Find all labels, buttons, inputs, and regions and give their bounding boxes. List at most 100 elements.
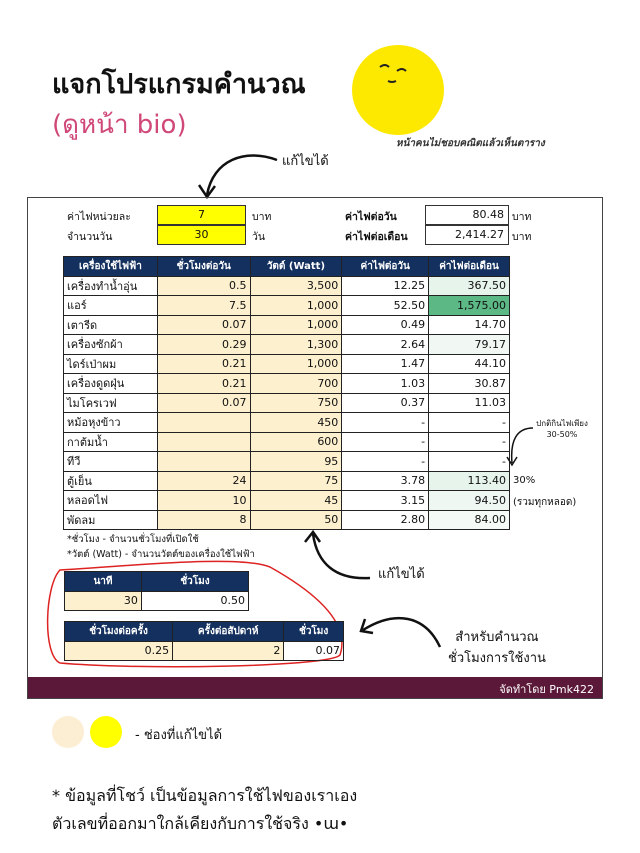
hours-per-day[interactable]: 8	[156, 509, 251, 530]
daily-cost: 1.03	[341, 373, 430, 394]
appliance-name: ทีวี	[63, 451, 158, 472]
arrow-icon	[506, 427, 534, 467]
watt[interactable]: 700	[249, 373, 343, 394]
daily-cost: -	[341, 451, 430, 472]
monthly-cost: 84.00	[428, 509, 510, 530]
editable-note-mid: แก้ไขได้	[378, 567, 425, 582]
monthly-cost: 30.87	[428, 373, 510, 394]
col-times-per-week: ครั้งต่อสัปดาห์	[172, 621, 285, 642]
watt[interactable]: 45	[249, 490, 343, 511]
arrow-icon	[304, 529, 371, 580]
hours-per-day[interactable]: 10	[156, 490, 251, 511]
col-hours: ชั่วโมง	[283, 621, 344, 642]
illustration-caption: หน้าคนไม่ชอบคณิตแล้วเห็นตาราง	[396, 138, 545, 149]
minutes-input[interactable]: 30	[64, 590, 142, 611]
col-hours: ชั่วโมง	[140, 571, 250, 592]
hours-output: 0.07	[283, 640, 344, 661]
watt[interactable]: 95	[249, 451, 343, 472]
minutes-to-hours-table: นาที ชั่วโมง 30 0.50	[64, 571, 250, 611]
appliance-name: กาต้มน้ำ	[63, 431, 158, 452]
watt[interactable]: 1,000	[249, 295, 343, 316]
watt[interactable]: 1,000	[249, 353, 343, 374]
legend-label: - ช่องที่แก้ไขได้	[135, 728, 223, 743]
appliance-name: เครื่องทำน้ำอุ่น	[63, 275, 158, 296]
watt[interactable]: 600	[249, 431, 343, 452]
hours-per-time-input[interactable]: 0.25	[63, 640, 174, 661]
monthly-cost: 367.50	[428, 275, 510, 296]
col-watt: วัตต์ (Watt)	[249, 256, 343, 277]
times-per-week-input[interactable]: 2	[172, 640, 285, 661]
monthly-cost: 1,575.00	[428, 295, 510, 316]
table-row: ไมโครเวฟ 0.07 750 0.37 11.03	[63, 392, 510, 413]
hours-per-day[interactable]	[156, 412, 251, 433]
editable-color-swatch-yellow	[90, 716, 122, 748]
daily-cost: 0.37	[341, 392, 430, 413]
watt[interactable]: 450	[249, 412, 343, 433]
table-row: ตู้เย็น 24 75 3.78 113.40	[63, 470, 510, 491]
footer-credit: จัดทำโดย Pmk422	[28, 677, 602, 698]
daily-cost: 52.50	[341, 295, 430, 316]
hours-per-day[interactable]: 0.07	[156, 392, 251, 413]
appliance-name: หลอดไฟ	[63, 490, 158, 511]
appliance-name: เครื่องซักผ้า	[63, 334, 158, 355]
monthly-cost-label: ค่าไฟต่อเดือน	[345, 231, 408, 243]
hours-per-day[interactable]	[156, 431, 251, 452]
hours-output: 0.50	[140, 590, 250, 611]
arrow-icon	[359, 616, 442, 648]
rate-input[interactable]: 7	[157, 205, 246, 225]
table-row: หม้อหุงข้าว 450- -	[63, 412, 510, 433]
daily-cost: -	[341, 412, 430, 433]
table-row: แอร์ 7.5 1,000 52.50 1,575.00	[63, 295, 510, 316]
lemon-face-illustration	[352, 45, 444, 135]
editable-color-swatch-cream	[52, 716, 84, 748]
monthly-cost: 79.17	[428, 334, 510, 355]
rate-label: ค่าไฟหน่วยละ	[67, 211, 131, 223]
appliance-name: เครื่องดูดฝุ่น	[63, 373, 158, 394]
appliance-name: เตารีด	[63, 314, 158, 335]
col-appliance: เครื่องใช้ไฟฟ้า	[63, 256, 158, 277]
watt[interactable]: 3,500	[249, 275, 343, 296]
hours-per-day[interactable]: 0.07	[156, 314, 251, 335]
daily-cost: 3.15	[341, 490, 430, 511]
row-side-note: 30%	[513, 475, 536, 486]
col-hours-per-time: ชั่วโมงต่อครั้ง	[63, 621, 174, 642]
daily-cost: 0.49	[341, 314, 430, 335]
appliance-name: แอร์	[63, 295, 158, 316]
row-side-note: (รวมทุกหลอด)	[513, 496, 577, 508]
page-subtitle: (ดูหน้า bio)	[52, 110, 187, 140]
col-hours: ชั่วโมงต่อวัน	[156, 256, 251, 277]
watt[interactable]: 50	[249, 509, 343, 530]
table-row: ทีวี 95- -	[63, 451, 510, 472]
daily-cost: -	[341, 431, 430, 452]
monthly-cost: 14.70	[428, 314, 510, 335]
table-row: หลอดไฟ 10 45 3.15 94.50	[63, 490, 510, 511]
hours-per-day[interactable]: 0.5	[156, 275, 251, 296]
hours-per-day[interactable]: 24	[156, 470, 251, 491]
monthly-cost: -	[428, 431, 510, 452]
hours-per-day[interactable]: 0.29	[156, 334, 251, 355]
col-daily: ค่าไฟต่อวัน	[341, 256, 430, 277]
table-row: เครื่องดูดฝุ่น 0.21 700 1.03 30.87	[63, 373, 510, 394]
watt[interactable]: 75	[249, 470, 343, 491]
hours-per-day[interactable]: 7.5	[156, 295, 251, 316]
days-input[interactable]: 30	[157, 225, 246, 245]
hours-per-day[interactable]: 0.21	[156, 373, 251, 394]
table-row: เครื่องซักผ้า 0.29 1,300 2.64 79.17	[63, 334, 510, 355]
table-row: พัดลม 8 50 2.80 84.00	[63, 509, 510, 530]
monthly-cost: 11.03	[428, 392, 510, 413]
monthly-cost: 113.40	[428, 470, 510, 491]
page-title: แจกโปรแกรมคำนวณ	[52, 69, 306, 100]
watt[interactable]: 1,300	[249, 334, 343, 355]
daily-cost: 2.80	[341, 509, 430, 530]
hours-per-day[interactable]: 0.21	[156, 353, 251, 374]
days-unit: วัน	[252, 231, 266, 243]
monthly-cost-unit: บาท	[512, 231, 532, 243]
table-row: เครื่องทำน้ำอุ่น 0.5 3,500 12.25 367.50	[63, 275, 510, 296]
daily-cost: 1.47	[341, 353, 430, 374]
daily-cost-value: 80.48	[425, 205, 509, 225]
monthly-cost: -	[428, 412, 510, 433]
watt[interactable]: 750	[249, 392, 343, 413]
monthly-cost-value: 2,414.27	[425, 225, 509, 245]
hours-per-day[interactable]	[156, 451, 251, 472]
watt[interactable]: 1,000	[249, 314, 343, 335]
